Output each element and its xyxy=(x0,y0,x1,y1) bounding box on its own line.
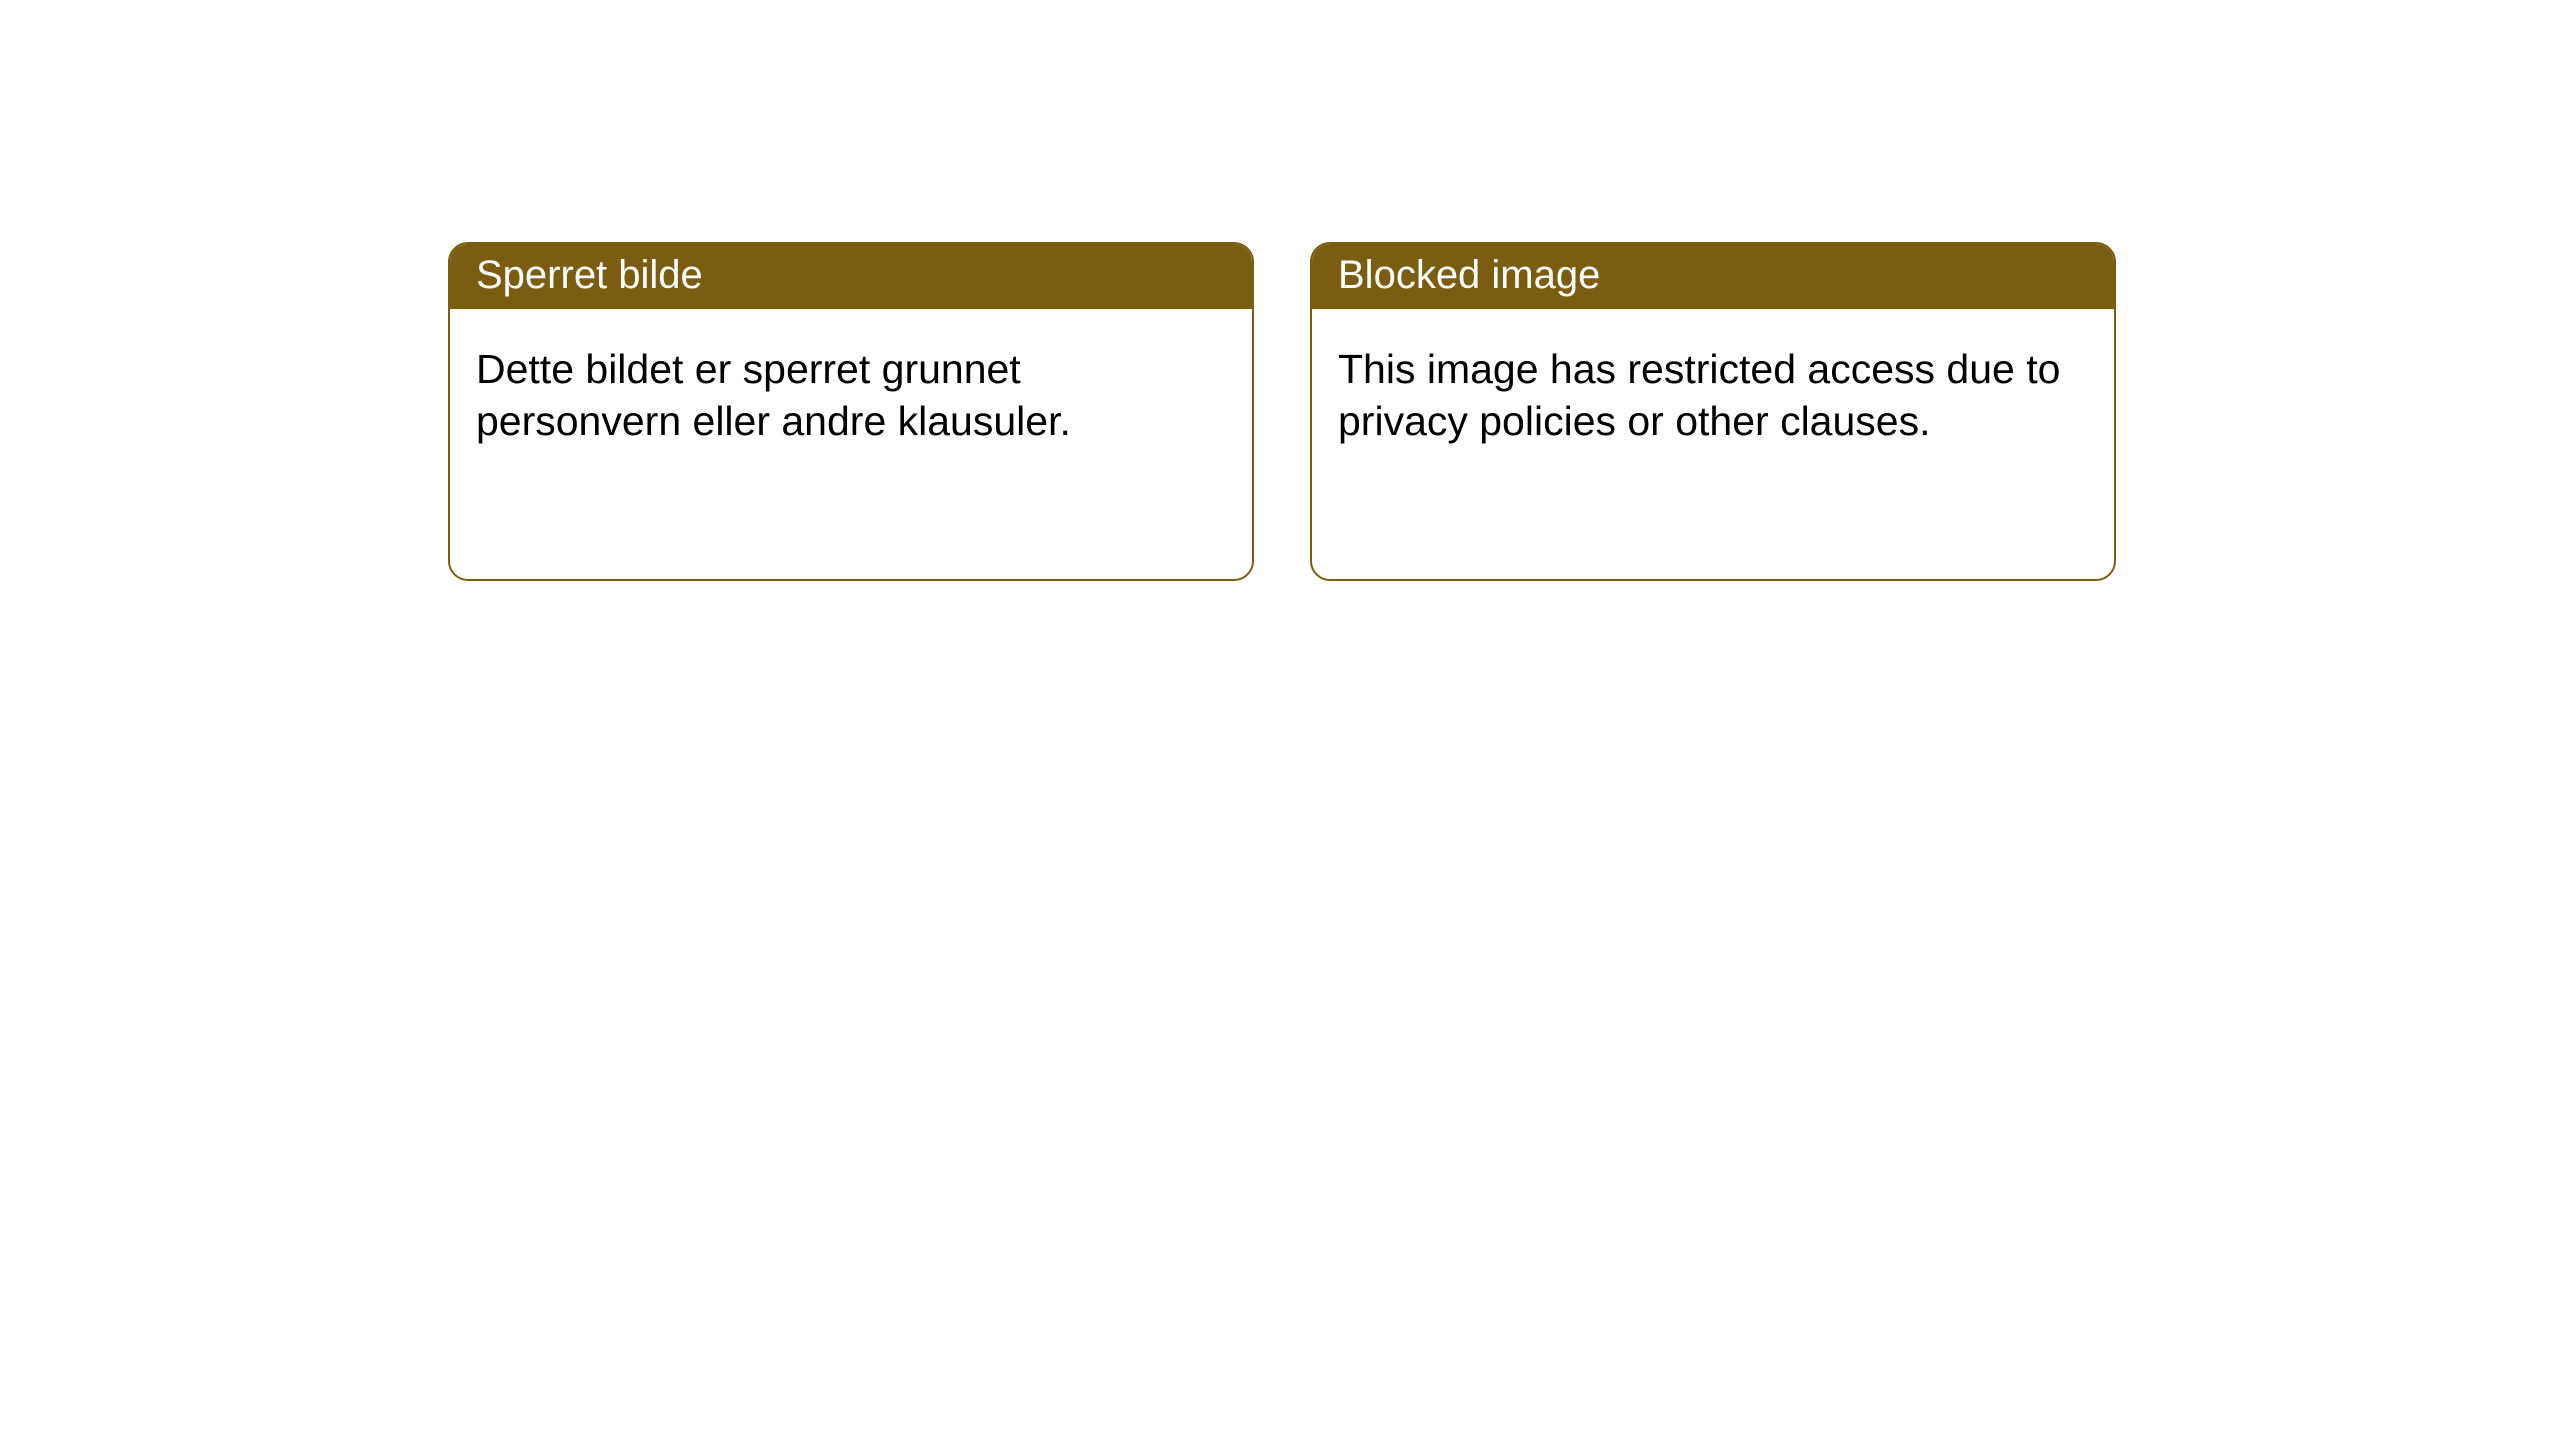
notice-cards-row: Sperret bilde Dette bildet er sperret gr… xyxy=(0,0,2560,581)
card-header-no: Sperret bilde xyxy=(450,244,1252,309)
blocked-image-card-en: Blocked image This image has restricted … xyxy=(1310,242,2116,581)
card-header-en: Blocked image xyxy=(1312,244,2114,309)
card-body-no: Dette bildet er sperret grunnet personve… xyxy=(450,309,1252,474)
blocked-image-card-no: Sperret bilde Dette bildet er sperret gr… xyxy=(448,242,1254,581)
card-body-en: This image has restricted access due to … xyxy=(1312,309,2114,474)
